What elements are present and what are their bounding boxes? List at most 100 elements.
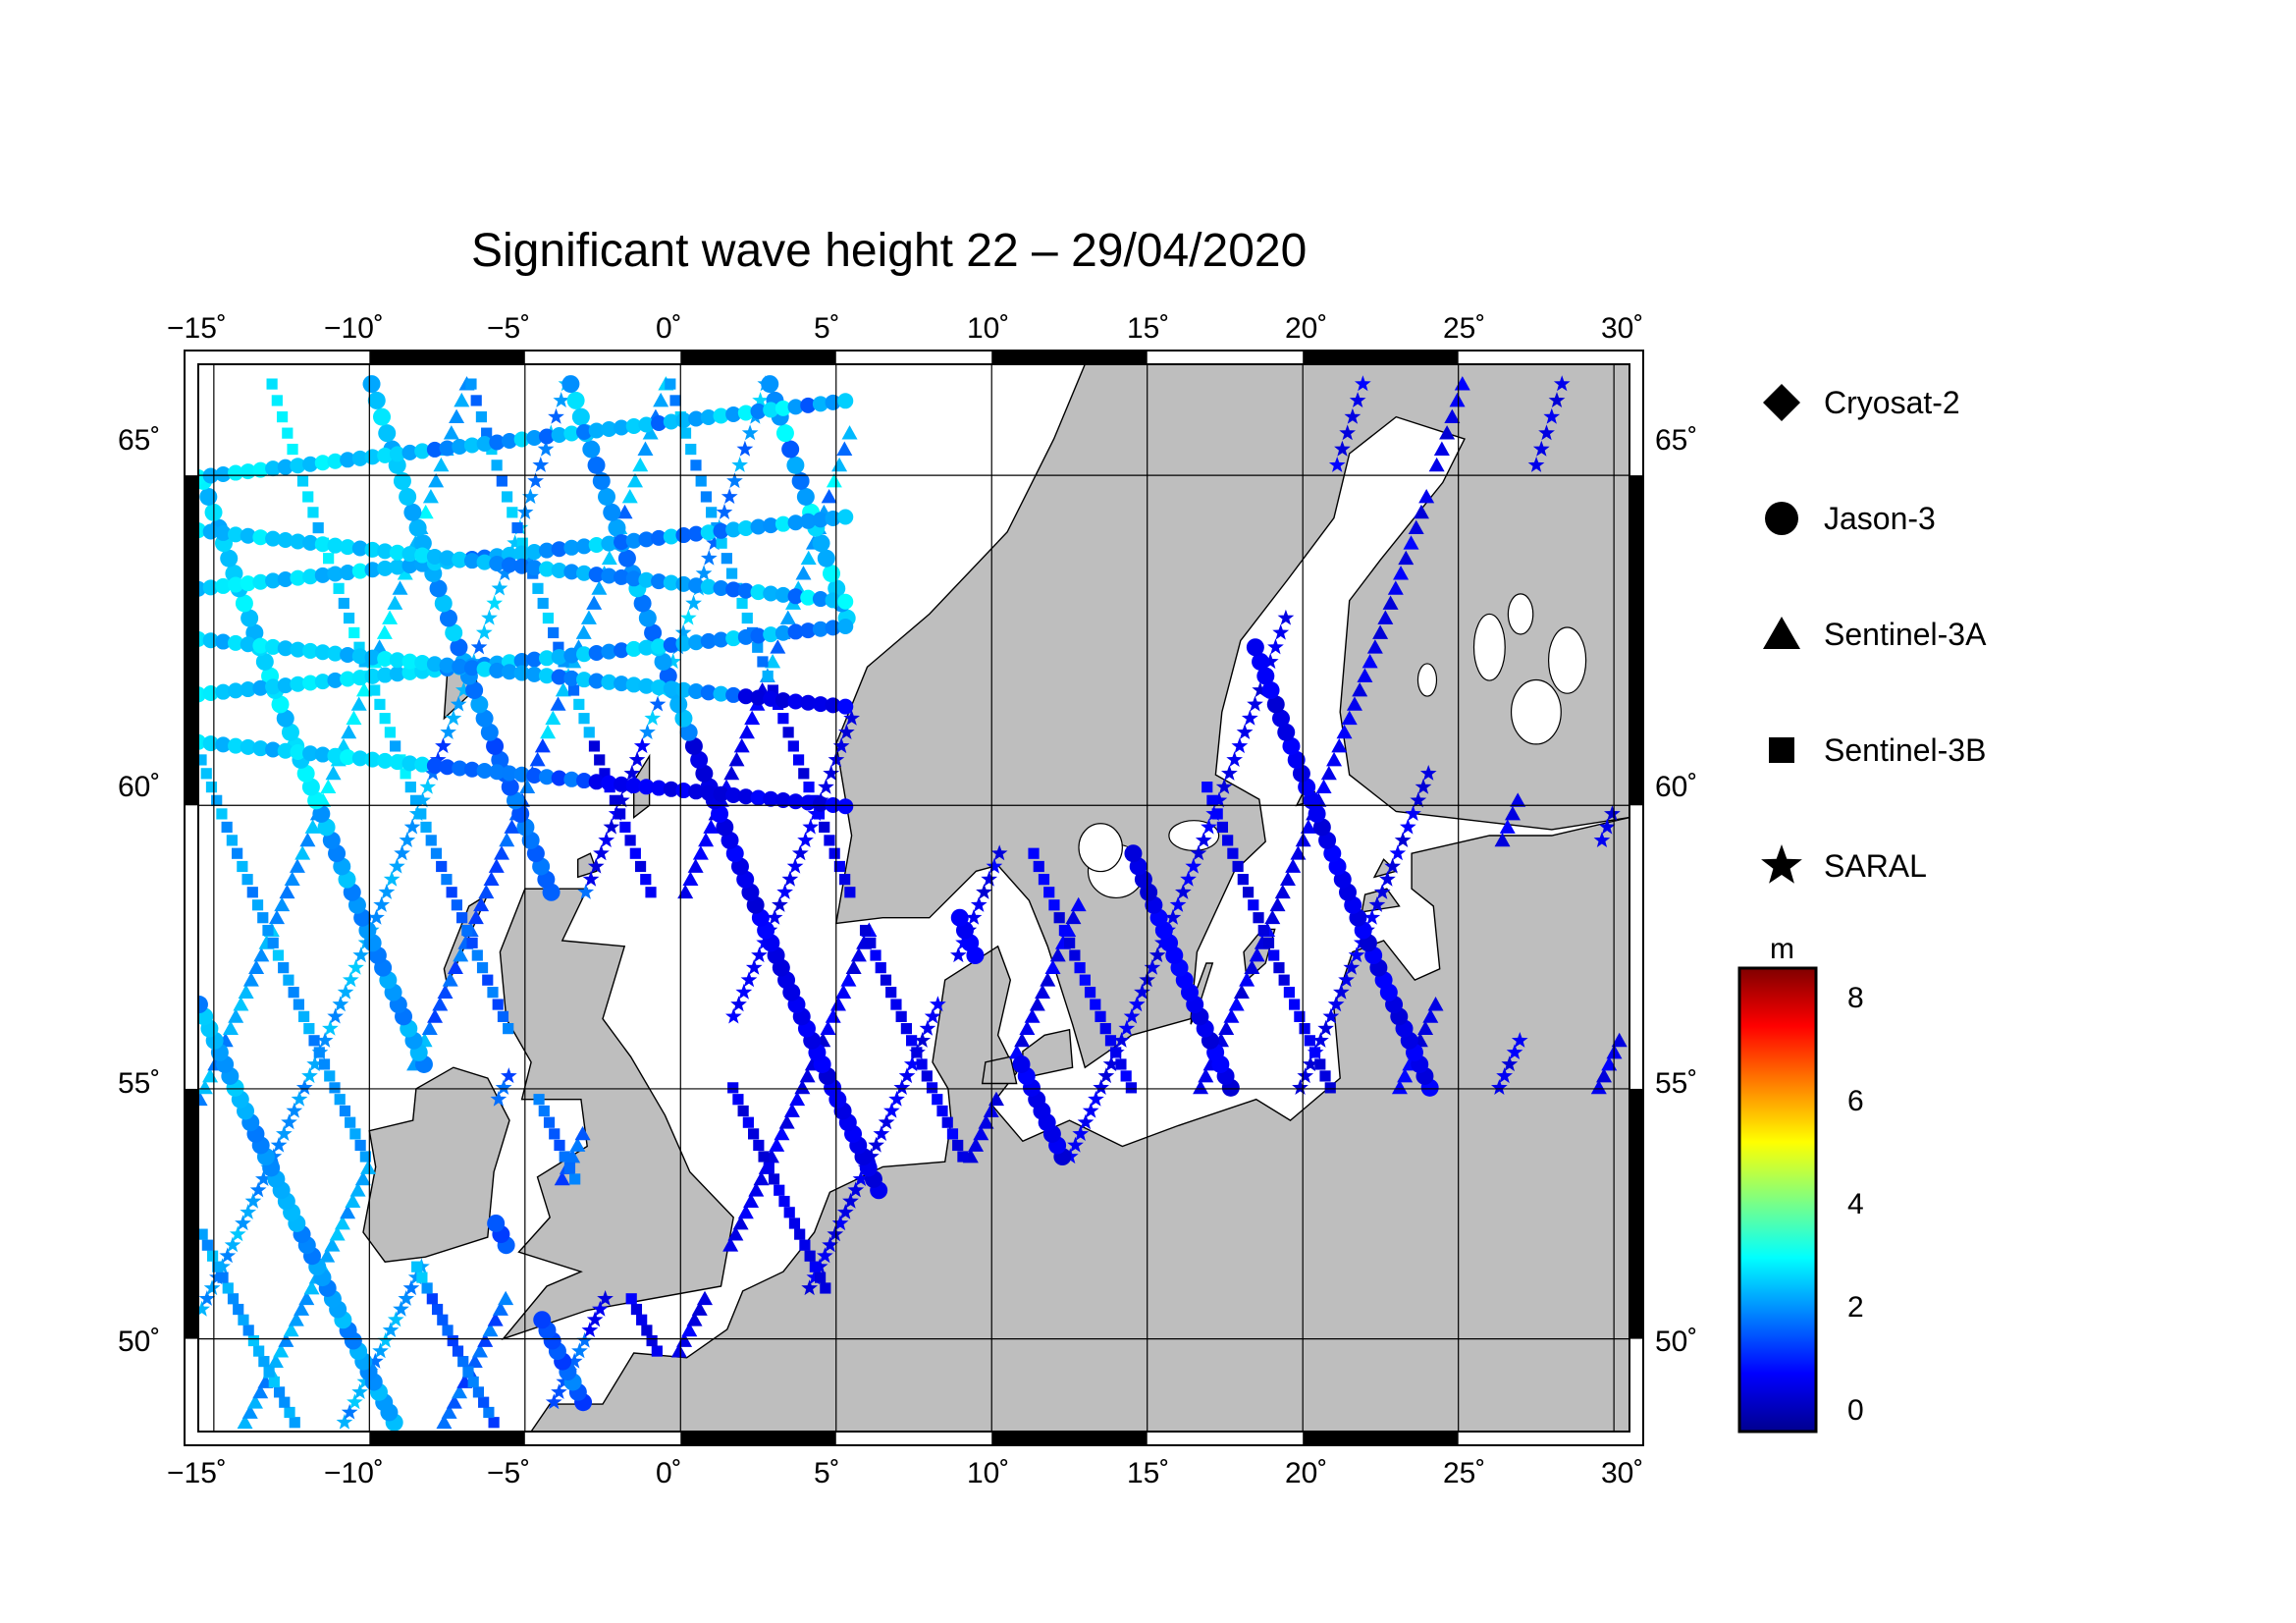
track-point — [795, 566, 812, 580]
track-point — [240, 738, 256, 755]
track-point — [1206, 794, 1218, 806]
track-point — [537, 440, 555, 457]
track-point — [478, 1396, 490, 1408]
track-point — [399, 832, 416, 847]
track-point — [1283, 987, 1296, 999]
track-point — [302, 568, 319, 585]
track-point — [561, 375, 580, 394]
track-point — [742, 1116, 754, 1128]
track-point — [911, 1047, 923, 1058]
track-point — [763, 402, 779, 418]
track-point — [1444, 408, 1461, 424]
track-point — [255, 1170, 272, 1186]
track-point — [768, 1173, 780, 1185]
track-point — [753, 1170, 770, 1186]
track-point — [294, 845, 311, 860]
track-point — [651, 638, 667, 655]
track-point — [439, 759, 455, 776]
track-point — [688, 525, 705, 542]
track-point — [563, 647, 580, 664]
track-point — [212, 1261, 224, 1272]
track-point — [900, 1023, 912, 1035]
track-point — [1222, 835, 1234, 846]
track-point — [341, 724, 357, 739]
track-point — [1422, 1008, 1439, 1023]
track-point — [1379, 870, 1396, 887]
track-point — [224, 1236, 241, 1253]
track-point — [1067, 1136, 1084, 1153]
track-point — [373, 407, 392, 426]
track-point — [1315, 779, 1332, 794]
track-point — [290, 533, 306, 550]
track-point — [491, 460, 503, 471]
track-point — [543, 1116, 556, 1128]
lon-tick-bottom: 10˚ — [967, 1457, 1010, 1489]
track-point — [454, 392, 470, 407]
track-point — [349, 1182, 366, 1197]
track-point — [725, 686, 742, 703]
track-point — [1593, 832, 1611, 847]
track-point — [482, 974, 494, 986]
track-point — [377, 667, 394, 683]
track-point — [588, 644, 605, 661]
track-point — [1268, 949, 1280, 961]
track-point — [475, 411, 488, 423]
track-point — [1297, 1067, 1314, 1084]
track-point — [1164, 908, 1182, 925]
track-point — [1244, 959, 1260, 975]
track-point — [337, 983, 354, 1000]
track-point — [1218, 1020, 1235, 1036]
track-point — [801, 1279, 818, 1296]
track-point — [220, 549, 239, 568]
track-point — [226, 835, 238, 846]
track-point — [537, 597, 549, 610]
track-point — [540, 724, 557, 739]
track-point — [327, 453, 344, 469]
track-point — [442, 1325, 454, 1336]
track-point — [489, 662, 506, 678]
track-point — [833, 860, 846, 873]
track-point — [651, 529, 667, 546]
track-point — [389, 754, 405, 771]
track-point — [499, 832, 515, 847]
track-point — [1226, 751, 1243, 767]
track-point — [244, 1192, 262, 1209]
track-point — [314, 455, 331, 471]
track-point — [563, 670, 580, 686]
track-point — [1496, 1067, 1513, 1084]
track-point — [1320, 765, 1337, 781]
track-point — [663, 528, 679, 545]
track-point — [973, 1125, 989, 1141]
track-point — [268, 1376, 280, 1388]
track-point — [774, 792, 791, 809]
track-point — [351, 670, 368, 686]
track-point — [586, 1311, 604, 1327]
track-point — [1433, 441, 1450, 456]
track-point — [665, 378, 676, 390]
lon-tick-bottom: 15˚ — [1127, 1457, 1170, 1489]
track-point — [376, 624, 393, 639]
track-point — [1110, 1047, 1122, 1058]
track-point — [838, 724, 855, 739]
track-point — [1169, 896, 1187, 912]
track-point — [559, 1151, 570, 1163]
track-point — [414, 756, 431, 773]
track-point — [675, 681, 692, 698]
track-point — [426, 441, 443, 458]
track-point — [1300, 819, 1316, 834]
track-point — [663, 574, 679, 591]
track-point — [837, 798, 854, 815]
track-point — [578, 713, 590, 725]
track-point — [753, 1139, 765, 1152]
track-point — [312, 804, 331, 823]
track-point — [1264, 909, 1281, 925]
track-point — [252, 637, 269, 654]
track-point — [1312, 818, 1331, 837]
track-point — [446, 887, 457, 898]
track-point — [837, 509, 854, 525]
track-point — [203, 1279, 221, 1296]
track-point — [439, 609, 457, 627]
track-point — [467, 909, 484, 925]
track-point — [422, 488, 439, 504]
track-point — [467, 1376, 479, 1388]
